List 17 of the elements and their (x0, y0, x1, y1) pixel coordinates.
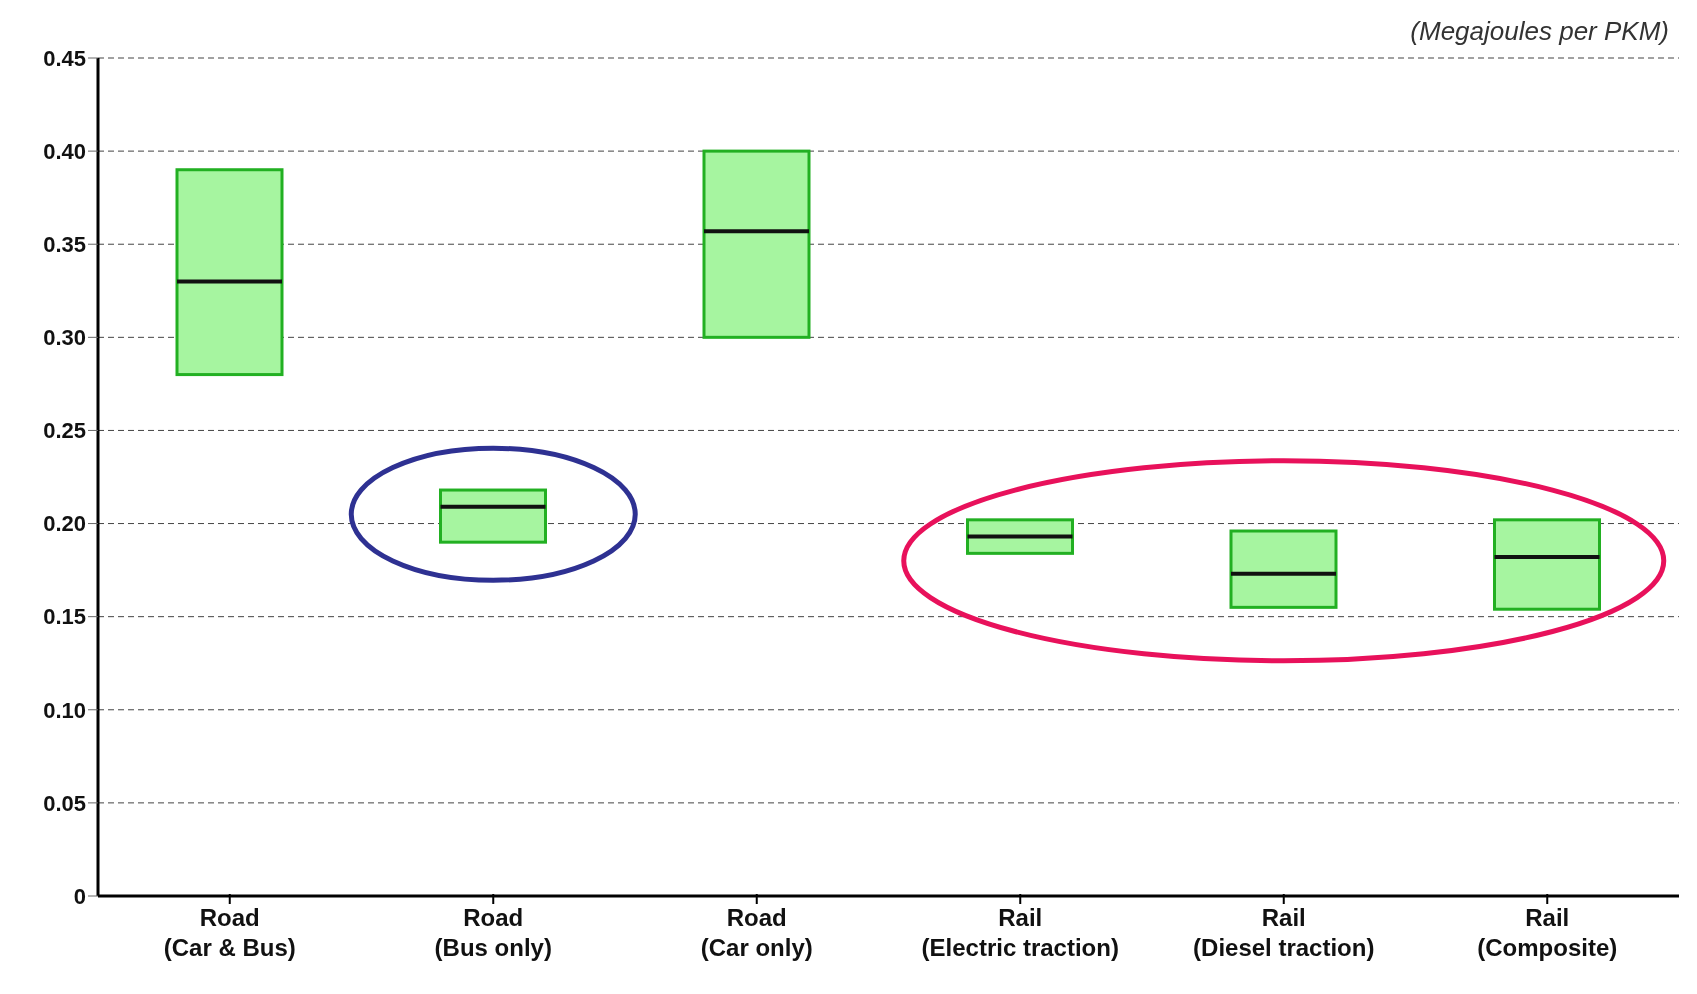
y-tick-label: 0.25 (43, 418, 86, 444)
y-tick-label: 0.15 (43, 604, 86, 630)
y-axis-title: (Megajoules per PKM) (1410, 16, 1669, 47)
y-tick-label: 0.40 (43, 138, 86, 164)
x-tick-label: Rail (Diesel traction) (1193, 904, 1375, 961)
x-tick-label: Rail (Electric traction) (921, 904, 1119, 961)
x-tick-label: Road (Car only) (700, 904, 813, 961)
x-tick-label: Rail (Composite) (1477, 904, 1618, 961)
y-tick-label: 0.20 (43, 511, 86, 537)
y-tick-label: 0.05 (43, 790, 86, 816)
y-tick-label: 0.30 (43, 325, 86, 351)
x-tick-label: Road (Bus only) (434, 904, 552, 961)
y-tick-label: 0 (73, 883, 86, 909)
y-tick-label: 0.35 (43, 232, 86, 258)
y-tick-label: 0.45 (43, 45, 86, 71)
x-tick-label: Road (Car & Bus) (163, 904, 296, 961)
y-tick-label: 0.10 (43, 697, 86, 723)
